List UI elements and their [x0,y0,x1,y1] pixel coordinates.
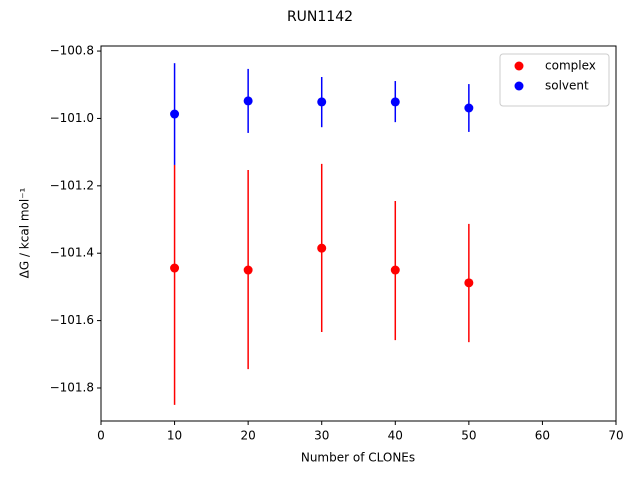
y-tick-label: −101.2 [50,178,94,192]
point [317,243,327,253]
y-tick-label: −101.4 [50,246,94,260]
legend-box [499,53,610,107]
x-axis-label: Number of CLONEs [301,451,415,465]
y-tick-label: −101.8 [50,380,94,394]
legend-marker [514,61,524,71]
x-tick-label: 20 [241,429,256,443]
point [243,265,253,275]
point [243,96,253,106]
chart-title: RUN1142 [287,9,353,25]
x-tick-label: 50 [461,429,476,443]
y-tick-label: −101.6 [50,313,94,327]
point [390,265,400,275]
y-axis-label: ΔG / kcal mol⁻¹ [18,187,32,278]
legend-label: solvent [545,79,589,93]
y-tick-label: −100.8 [50,44,94,58]
plot-frame [100,45,617,422]
x-tick-label: 10 [167,429,182,443]
x-tick-label: 40 [388,429,403,443]
point [317,97,327,107]
x-tick-label: 0 [97,429,105,443]
legend-label: complex [545,59,596,73]
legend-marker [514,81,524,91]
point [170,263,180,273]
x-tick-label: 60 [535,429,550,443]
x-tick-label: 70 [608,429,623,443]
point [464,103,474,113]
point [464,278,474,288]
point [170,109,180,119]
x-tick-label: 30 [314,429,329,443]
point [390,97,400,107]
y-tick-label: −101.0 [50,111,94,125]
